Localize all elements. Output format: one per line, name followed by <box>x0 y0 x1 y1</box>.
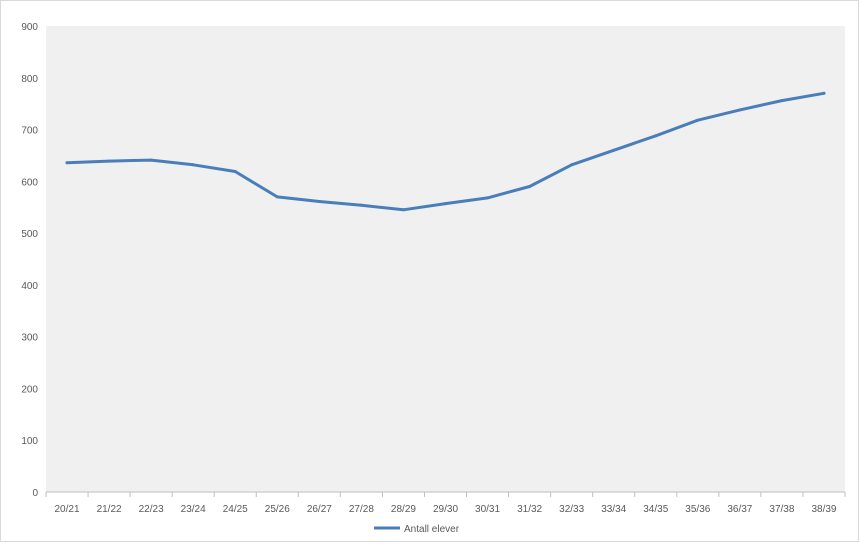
data-point <box>107 159 111 163</box>
data-point <box>822 91 826 95</box>
x-tick-label: 25/26 <box>265 504 290 515</box>
y-tick-label: 500 <box>21 229 38 240</box>
y-tick-label: 400 <box>21 281 38 292</box>
y-tick-label: 300 <box>21 333 38 344</box>
y-tick-label: 200 <box>21 384 38 395</box>
x-tick-label: 23/24 <box>181 504 206 515</box>
series-group <box>65 91 826 212</box>
legend-label: Antall elever <box>404 524 460 535</box>
plot-area <box>46 26 845 492</box>
data-point <box>444 202 447 206</box>
x-tick-label: 37/38 <box>769 504 794 515</box>
x-tick-label: 32/33 <box>559 504 584 515</box>
x-tick-label: 35/36 <box>685 504 710 515</box>
x-tick-label: 24/25 <box>223 504 248 515</box>
data-point <box>233 169 237 173</box>
data-point <box>359 203 363 207</box>
data-point <box>275 195 279 199</box>
x-tick-label: 29/30 <box>433 504 458 515</box>
x-tick-label: 28/29 <box>391 504 416 515</box>
data-point <box>612 148 616 152</box>
x-tick-label: 33/34 <box>601 504 626 515</box>
x-tick-label: 38/39 <box>811 504 836 515</box>
x-tick-label: 21/22 <box>97 504 122 515</box>
data-point <box>486 196 490 200</box>
y-tick-label: 600 <box>21 177 38 188</box>
y-tick-label: 0 <box>32 488 38 499</box>
data-point <box>528 185 532 189</box>
x-tick-label: 36/37 <box>727 504 752 515</box>
data-point <box>149 158 153 162</box>
y-axis: 0 100 200 300 400 500 600 700 800 900 <box>21 22 38 499</box>
x-tick-label: 22/23 <box>139 504 164 515</box>
x-tick-label: 27/28 <box>349 504 374 515</box>
data-point <box>570 163 574 167</box>
data-point <box>65 161 69 165</box>
y-tick-label: 100 <box>21 436 38 447</box>
x-tick-label: 26/27 <box>307 504 332 515</box>
y-tick-label: 800 <box>21 74 38 85</box>
legend: Antall elever <box>374 524 460 535</box>
x-axis: 20/21 21/22 22/23 23/24 24/25 25/26 26/27 27/28… <box>45 491 846 515</box>
x-tick-label: 34/35 <box>643 504 668 515</box>
x-tick-label: 20/21 <box>55 504 80 515</box>
y-tick-label: 900 <box>21 22 38 33</box>
x-tick-label: 31/32 <box>517 504 542 515</box>
data-point <box>780 99 784 103</box>
x-tick-label: 30/31 <box>475 504 500 515</box>
data-point <box>696 118 700 122</box>
data-point <box>738 108 742 112</box>
data-point <box>191 163 195 167</box>
data-point <box>317 200 321 204</box>
y-tick-label: 700 <box>21 126 38 137</box>
data-point <box>654 134 658 138</box>
data-point <box>401 208 405 212</box>
